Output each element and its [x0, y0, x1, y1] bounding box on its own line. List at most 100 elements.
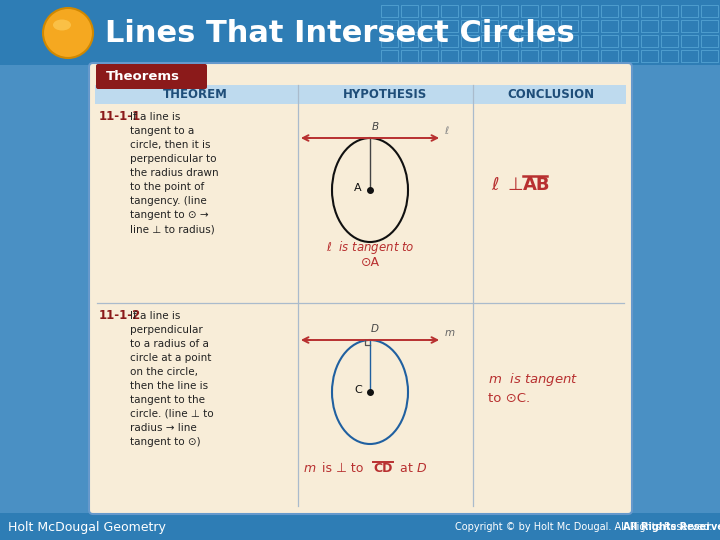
- Text: A: A: [354, 183, 362, 193]
- Bar: [401, 35, 418, 47]
- Bar: [461, 35, 478, 47]
- Bar: [441, 35, 458, 47]
- Text: $\ell$: $\ell$: [491, 176, 500, 194]
- Bar: [521, 5, 538, 17]
- Text: $\ell$  is tangent to: $\ell$ is tangent to: [325, 240, 414, 256]
- Bar: [421, 20, 438, 32]
- Bar: [481, 5, 498, 17]
- Bar: [581, 20, 598, 32]
- Bar: [401, 5, 418, 17]
- Text: If a line is
perpendicular
to a radius of a
circle at a point
on the circle,
the: If a line is perpendicular to a radius o…: [130, 311, 214, 447]
- Bar: [0, 0, 720, 65]
- Bar: [401, 50, 418, 62]
- Bar: [701, 5, 718, 17]
- Bar: [561, 35, 578, 47]
- Bar: [501, 5, 518, 17]
- Text: $m$  is tangent: $m$ is tangent: [488, 372, 578, 388]
- Text: B: B: [372, 122, 379, 132]
- Bar: [541, 20, 558, 32]
- Text: Theorems: Theorems: [106, 70, 180, 83]
- Bar: [581, 5, 598, 17]
- Bar: [561, 20, 578, 32]
- Bar: [541, 35, 558, 47]
- Bar: [541, 5, 558, 17]
- Bar: [381, 50, 398, 62]
- Bar: [461, 20, 478, 32]
- Text: 11-1-1: 11-1-1: [99, 110, 141, 123]
- Bar: [441, 50, 458, 62]
- Text: 11-1-2: 11-1-2: [99, 309, 141, 322]
- Bar: [401, 20, 418, 32]
- Bar: [701, 35, 718, 47]
- Bar: [701, 50, 718, 62]
- Bar: [641, 50, 658, 62]
- Text: $m$: $m$: [444, 328, 455, 338]
- Circle shape: [43, 8, 93, 58]
- Bar: [481, 20, 498, 32]
- Bar: [621, 20, 638, 32]
- Bar: [581, 50, 598, 62]
- Bar: [621, 35, 638, 47]
- Bar: [441, 20, 458, 32]
- Bar: [661, 20, 678, 32]
- Bar: [501, 35, 518, 47]
- Bar: [381, 35, 398, 47]
- Text: AB: AB: [523, 176, 551, 194]
- Bar: [561, 50, 578, 62]
- Bar: [661, 50, 678, 62]
- Bar: [661, 35, 678, 47]
- Bar: [501, 50, 518, 62]
- Bar: [421, 5, 438, 17]
- Text: HYPOTHESIS: HYPOTHESIS: [343, 88, 428, 101]
- Bar: [621, 5, 638, 17]
- Bar: [601, 20, 618, 32]
- Bar: [421, 50, 438, 62]
- Text: THEOREM: THEOREM: [163, 88, 228, 101]
- Bar: [461, 50, 478, 62]
- Bar: [501, 20, 518, 32]
- Text: is ⊥ to: is ⊥ to: [318, 462, 367, 475]
- FancyBboxPatch shape: [96, 64, 207, 89]
- Bar: [601, 35, 618, 47]
- Text: Holt McDougal Geometry: Holt McDougal Geometry: [8, 521, 166, 534]
- Bar: [481, 35, 498, 47]
- Bar: [0, 513, 720, 540]
- Bar: [95, 85, 626, 104]
- Text: C: C: [354, 385, 362, 395]
- Bar: [521, 20, 538, 32]
- Bar: [521, 50, 538, 62]
- Bar: [601, 5, 618, 17]
- Bar: [521, 35, 538, 47]
- Bar: [421, 35, 438, 47]
- Bar: [641, 35, 658, 47]
- Text: D: D: [371, 324, 379, 334]
- Text: ⊙A: ⊙A: [361, 255, 379, 268]
- Text: to ⊙C.: to ⊙C.: [488, 392, 530, 404]
- Bar: [381, 20, 398, 32]
- Ellipse shape: [53, 19, 71, 30]
- Bar: [561, 5, 578, 17]
- Text: ⊥: ⊥: [507, 176, 523, 194]
- Bar: [641, 5, 658, 17]
- Bar: [461, 5, 478, 17]
- Text: CD: CD: [373, 462, 392, 475]
- Bar: [661, 5, 678, 17]
- Bar: [381, 5, 398, 17]
- Bar: [681, 20, 698, 32]
- Text: $m$: $m$: [303, 462, 316, 475]
- Bar: [441, 5, 458, 17]
- Bar: [601, 50, 618, 62]
- Text: at $D$: at $D$: [396, 462, 428, 475]
- Bar: [681, 35, 698, 47]
- Bar: [541, 50, 558, 62]
- Text: All Rights Reserved.: All Rights Reserved.: [623, 522, 720, 532]
- FancyBboxPatch shape: [89, 63, 632, 514]
- Bar: [581, 35, 598, 47]
- Bar: [681, 5, 698, 17]
- Bar: [681, 50, 698, 62]
- Text: $\ell$: $\ell$: [444, 124, 450, 136]
- Text: Copyright © by Holt Mc Dougal. All Rights Reserved.: Copyright © by Holt Mc Dougal. All Right…: [454, 522, 712, 532]
- Bar: [481, 50, 498, 62]
- Text: Lines That Intersect Circles: Lines That Intersect Circles: [105, 18, 575, 48]
- Bar: [701, 20, 718, 32]
